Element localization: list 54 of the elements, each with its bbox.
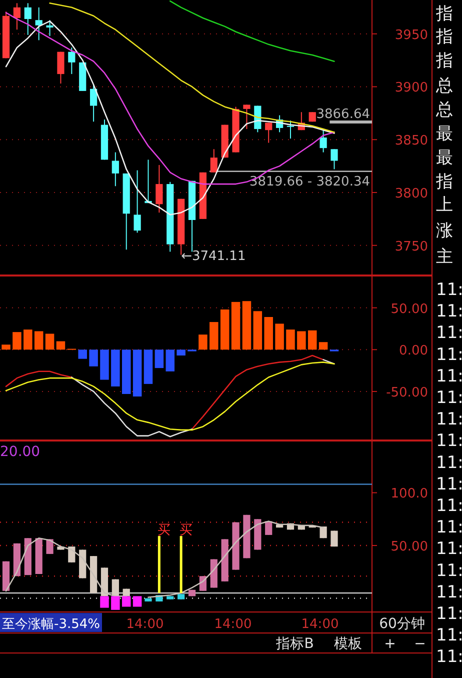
y-tick-label: 0.00: [399, 344, 428, 359]
text: 11:: [436, 344, 462, 365]
data-label: 买: [158, 523, 171, 538]
annotation: 20.00: [0, 444, 40, 460]
text: 模板: [334, 636, 362, 652]
annotation: ←3741.11: [181, 248, 246, 264]
text: 11:: [436, 604, 462, 624]
text: 11:: [436, 388, 462, 408]
text: 11:: [436, 539, 462, 560]
y-tick-label: 50.00: [390, 302, 428, 317]
text: 14:00: [301, 617, 339, 632]
text: 指标B: [275, 636, 314, 652]
y-tick-label: -50.00: [386, 385, 428, 400]
text: 11:: [436, 496, 462, 516]
text: 指: [435, 172, 453, 192]
text: 主: [436, 247, 453, 267]
text: +: [384, 636, 396, 652]
text: 11:: [436, 410, 462, 430]
text: 11:: [436, 582, 462, 602]
text: 指: [435, 4, 453, 24]
text: 11:: [436, 280, 462, 300]
text: 11:: [436, 366, 462, 386]
text: 60分钟: [379, 616, 425, 632]
y-tick-label: 3800: [394, 186, 428, 202]
y-tick-label: 3750: [394, 239, 428, 254]
data-label: 买: [180, 523, 193, 538]
y-tick-label: 3900: [394, 80, 428, 96]
text: 11:: [436, 560, 462, 581]
text: 上: [436, 195, 453, 215]
text: 11:: [436, 302, 462, 322]
ref-line-label: 3866.64: [316, 107, 370, 122]
text: 11:: [436, 474, 462, 494]
text: 指: [435, 27, 453, 47]
text: 14:00: [126, 617, 164, 632]
text: 14:00: [214, 617, 252, 632]
text: 总: [435, 76, 453, 96]
text: 11:: [436, 626, 462, 646]
y-tick-label: 50.00: [390, 540, 428, 554]
y-tick-label: 3850: [394, 134, 428, 149]
text: 11:: [436, 452, 462, 473]
text: 至今涨幅-3.54%: [2, 617, 100, 632]
text: 最: [436, 148, 453, 168]
text: −: [414, 636, 426, 652]
text: 11:: [436, 518, 462, 538]
y-tick-label: 100.0: [390, 486, 428, 502]
y-tick-label: 3950: [394, 28, 428, 43]
text: 11:: [436, 431, 462, 452]
text: 指: [435, 51, 453, 71]
text: 涨: [436, 221, 453, 241]
text: 最: [436, 124, 453, 144]
text: 11:: [436, 323, 462, 344]
text: 总: [435, 100, 453, 120]
band-label: 3819.66 - 3820.34: [250, 174, 370, 190]
text: 11:: [436, 647, 462, 668]
